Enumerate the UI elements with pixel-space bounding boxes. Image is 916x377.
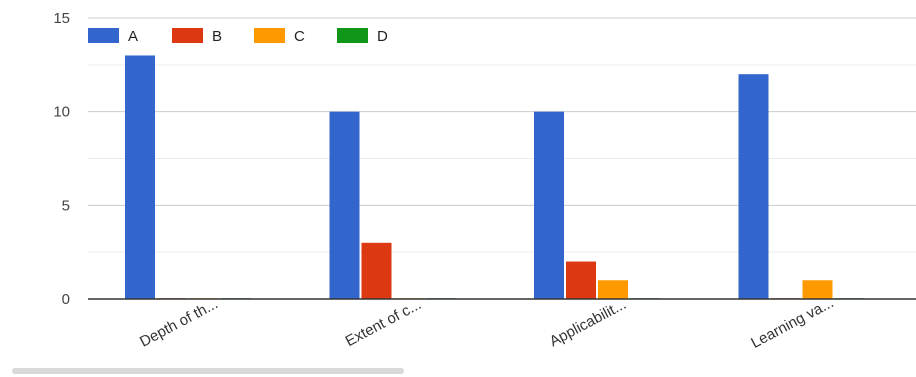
x-tick-label: Extent of c... [343, 296, 425, 350]
x-tick-label: Applicabilit... [547, 296, 629, 351]
legend-label: D [377, 28, 388, 45]
bar-a [125, 55, 155, 299]
legend-item-b[interactable]: B [172, 28, 222, 45]
legend-item-a[interactable]: A [88, 28, 138, 45]
legend-swatch [172, 28, 203, 43]
bar-c [802, 280, 833, 299]
horizontal-scrollbar[interactable] [12, 368, 404, 374]
bar-c [598, 280, 628, 299]
legend-label: C [294, 28, 305, 45]
legend: A B C D [88, 28, 388, 45]
legend-label: B [212, 28, 222, 45]
legend-item-d[interactable]: D [337, 28, 388, 45]
bar-b [566, 261, 596, 299]
y-axis: 0 5 10 15 [53, 10, 70, 308]
legend-swatch [337, 28, 368, 43]
bars [125, 55, 865, 300]
bar-b [361, 242, 392, 299]
legend-swatch [88, 28, 119, 43]
y-tick-label: 0 [62, 291, 70, 308]
bar-a [329, 111, 360, 300]
y-tick-label: 5 [62, 197, 70, 214]
bar-a [738, 74, 769, 299]
x-tick-label: Learning va... [748, 294, 836, 352]
bar-a [534, 111, 564, 300]
gridlines [88, 17, 916, 253]
legend-swatch [254, 28, 285, 43]
y-tick-label: 15 [53, 10, 70, 27]
x-tick-label: Depth of th... [137, 295, 221, 350]
y-tick-label: 10 [53, 104, 70, 121]
legend-label: A [128, 28, 138, 45]
x-axis: Depth of th... Extent of c... Applicabilit… [88, 294, 916, 352]
legend-item-c[interactable]: C [254, 28, 305, 45]
